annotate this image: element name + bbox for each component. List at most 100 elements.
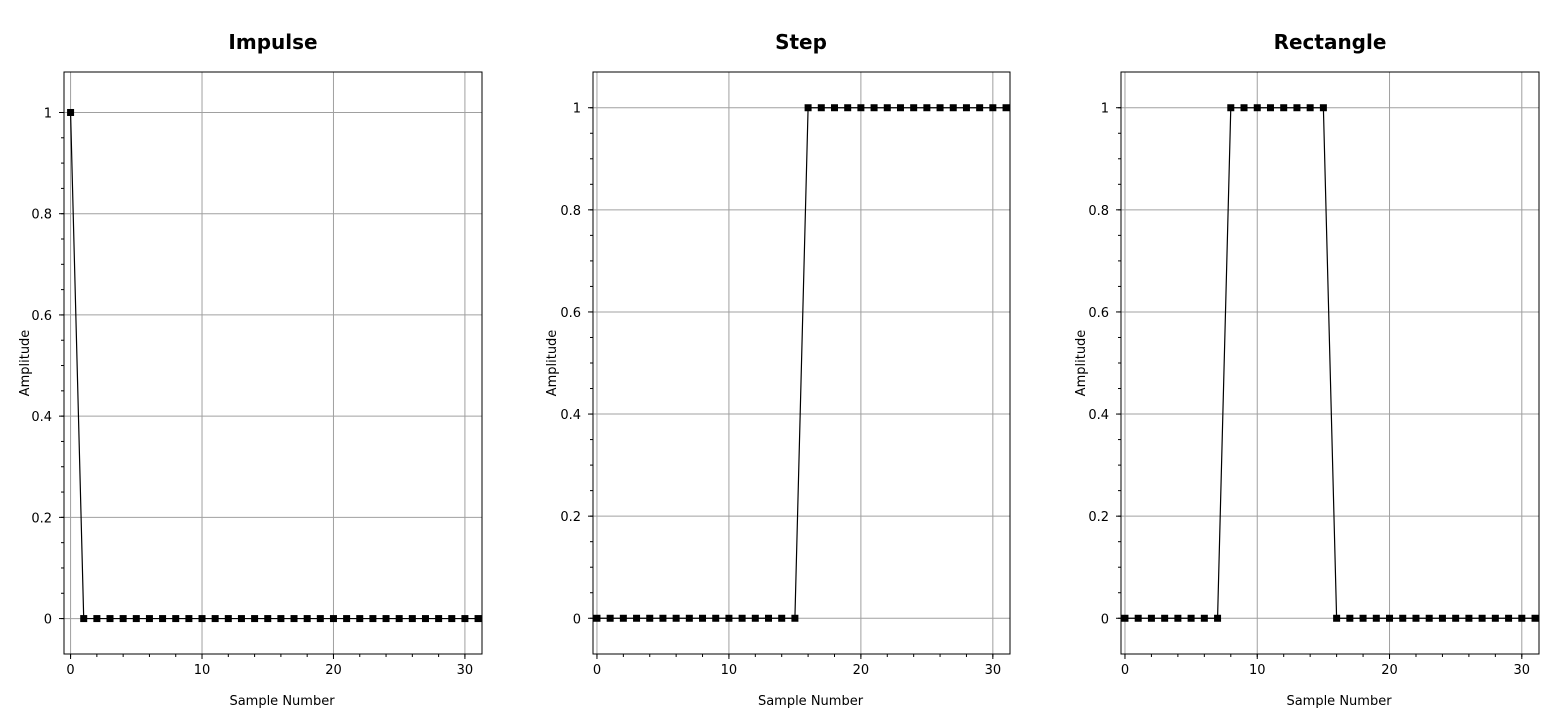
data-point <box>791 614 799 622</box>
data-point <box>356 615 364 623</box>
data-point <box>159 615 167 623</box>
x-tick-label: 10 <box>1249 663 1266 678</box>
y-axis-label: Amplitude <box>545 330 560 397</box>
data-point <box>804 104 812 112</box>
data-point <box>93 615 101 623</box>
data-point <box>185 615 193 623</box>
data-point <box>870 104 878 112</box>
data-point <box>1134 614 1142 622</box>
data-point <box>290 615 298 623</box>
x-tick-label: 0 <box>66 663 74 678</box>
data-point <box>1280 104 1288 112</box>
data-point <box>1174 614 1182 622</box>
data-point <box>408 615 416 623</box>
data-point <box>237 615 245 623</box>
chart-rectangle: Rectangle 0 0.2 0.4 0.6 0.8 1 0 10 20 30 Sample Num… <box>1057 0 1563 715</box>
data-point <box>382 615 390 623</box>
y-tick-label: 0.4 <box>1088 408 1109 423</box>
plot-frame <box>63 71 483 655</box>
x-tick-label: 30 <box>985 663 1002 678</box>
data-point <box>67 108 75 116</box>
data-point <box>1531 614 1539 622</box>
data-point <box>844 104 852 112</box>
x-tick-label: 10 <box>721 663 738 678</box>
data-point <box>896 104 904 112</box>
y-tick-label: 1 <box>573 102 581 117</box>
data-point <box>369 615 377 623</box>
x-tick-label: 10 <box>194 663 211 678</box>
x-tick-label: 20 <box>853 663 870 678</box>
data-point <box>461 615 469 623</box>
data-point <box>1465 614 1473 622</box>
data-point <box>1240 104 1248 112</box>
data-point <box>830 104 838 112</box>
data-point <box>316 615 324 623</box>
y-tick-label: 0.6 <box>1088 306 1109 321</box>
data-point <box>1319 104 1327 112</box>
data-point <box>685 614 693 622</box>
y-axis-label: Amplitude <box>18 330 33 397</box>
data-point <box>672 614 680 622</box>
data-point <box>395 615 403 623</box>
data-point <box>962 104 970 112</box>
data-point <box>1200 614 1208 622</box>
x-tick-label: 30 <box>1514 663 1531 678</box>
data-point <box>277 615 285 623</box>
data-point <box>699 614 707 622</box>
data-point <box>1452 614 1460 622</box>
data-point <box>1438 614 1446 622</box>
x-axis-label: Sample Number <box>1286 694 1392 709</box>
data-point <box>936 104 944 112</box>
y-tick-label: 0.8 <box>31 208 52 223</box>
y-axis-label: Amplitude <box>1074 330 1089 397</box>
y-tick-label: 0.8 <box>1088 204 1109 219</box>
data-point <box>80 615 88 623</box>
data-point <box>1359 614 1367 622</box>
data-point <box>646 614 654 622</box>
data-point <box>119 615 127 623</box>
data-point <box>593 614 601 622</box>
data-point <box>1386 614 1394 622</box>
y-tick-label: 0.4 <box>560 408 581 423</box>
data-point <box>224 615 232 623</box>
x-tick-label: 20 <box>325 663 342 678</box>
data-point <box>857 104 865 112</box>
y-tick-label: 0 <box>1101 612 1109 627</box>
data-point <box>1002 104 1010 112</box>
data-point <box>751 614 759 622</box>
data-point <box>1266 104 1274 112</box>
y-tick-label: 0.2 <box>1088 510 1109 525</box>
x-tick-label: 0 <box>593 663 601 678</box>
chart-title: Impulse <box>228 30 317 54</box>
data-point <box>1227 104 1235 112</box>
data-point <box>211 615 219 623</box>
data-point <box>923 104 931 112</box>
data-point <box>725 614 733 622</box>
data-point <box>1293 104 1301 112</box>
data-point <box>474 615 482 623</box>
data-point <box>633 614 641 622</box>
data-point <box>1399 614 1407 622</box>
data-point <box>1505 614 1513 622</box>
data-point <box>976 104 984 112</box>
x-tick-label: 30 <box>457 663 474 678</box>
chart-title: Step <box>775 30 827 54</box>
y-tick-label: 0.8 <box>560 204 581 219</box>
data-point <box>1187 614 1195 622</box>
data-point <box>1333 614 1341 622</box>
data-point <box>1147 614 1155 622</box>
plot-frame <box>592 71 1011 655</box>
data-point <box>659 614 667 622</box>
data-point <box>145 615 153 623</box>
data-point <box>1518 614 1526 622</box>
data-point <box>1346 614 1354 622</box>
chart-step: Step 0 0.2 0.4 0.6 0.8 1 0 10 20 30 Sample Number Am… <box>528 0 1049 715</box>
data-point <box>435 615 443 623</box>
series-line <box>1124 107 1536 619</box>
x-axis-label: Sample Number <box>229 694 335 709</box>
data-point <box>817 104 825 112</box>
data-point <box>619 614 627 622</box>
data-point <box>343 615 351 623</box>
y-tick-label: 0.2 <box>31 511 52 526</box>
